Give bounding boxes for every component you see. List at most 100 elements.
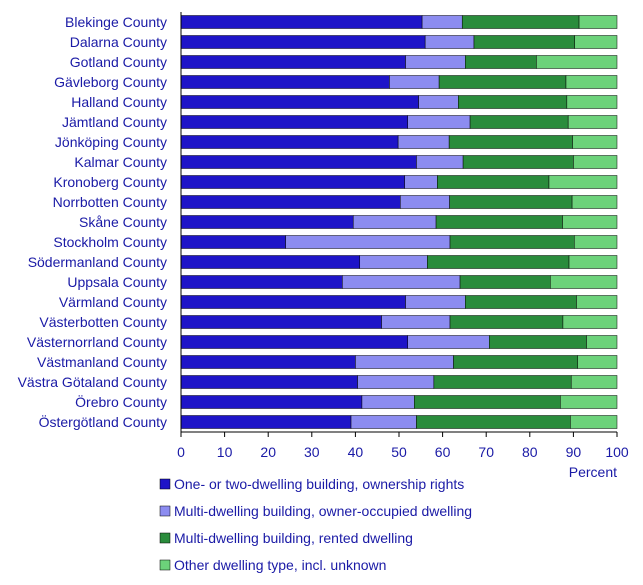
bar-segment-series-3 (449, 315, 564, 329)
bar-segment-series-1 (180, 375, 358, 389)
bar-segment-series-3 (461, 15, 580, 29)
category-label: Norrbotten County (53, 194, 167, 210)
bar-segment-series-3 (438, 75, 567, 89)
bar-segment-series-3 (473, 35, 575, 49)
bar-segment-series-2 (357, 375, 435, 389)
bar-segment-series-3 (448, 135, 573, 149)
category-label: Stockholm County (53, 234, 167, 250)
bar-segment-series-3 (465, 55, 537, 69)
bar-segment-series-1 (180, 315, 382, 329)
bar-segment-series-3 (427, 255, 570, 269)
category-label: Uppsala County (67, 274, 167, 290)
bar-segment-series-1 (180, 35, 426, 49)
x-tick-label: 100 (605, 444, 629, 460)
category-label: Jämtland County (62, 114, 167, 130)
x-tick-label: 80 (522, 444, 538, 460)
bar-segment-series-4 (567, 115, 618, 129)
bar-segment-series-2 (381, 315, 451, 329)
bar-segment-series-1 (180, 215, 354, 229)
bar-segment-series-3 (449, 195, 573, 209)
bar-segment-series-4 (550, 275, 618, 289)
x-tick-label: 60 (435, 444, 451, 460)
legend-label: Multi-dwelling building, owner-occupied … (174, 503, 472, 519)
bar-segment-series-2 (421, 15, 463, 29)
category-label: Kronoberg County (53, 174, 167, 190)
bar-segment-series-2 (352, 215, 437, 229)
bar-segment-series-1 (180, 75, 390, 89)
category-label: Västerbotten County (39, 314, 167, 330)
legend-label: Other dwelling type, incl. unknown (174, 557, 386, 573)
bar-segment-series-4 (574, 235, 618, 249)
bar-segment-series-3 (433, 375, 572, 389)
bar-segment-series-3 (489, 335, 587, 349)
bar-segment-series-2 (400, 195, 450, 209)
bar-segment-series-3 (453, 355, 579, 369)
legend-label: Multi-dwelling building, rented dwelling (174, 530, 413, 546)
x-tick-label: 70 (478, 444, 494, 460)
bar-segment-series-3 (465, 295, 577, 309)
bar-segment-series-3 (416, 415, 571, 429)
legend-swatch (159, 532, 171, 544)
category-label: Södermanland County (28, 254, 167, 270)
x-tick-label: 90 (566, 444, 582, 460)
bar-segment-series-4 (576, 295, 618, 309)
category-labels: Blekinge County Dalarna County Gotland Cou… (18, 14, 167, 430)
bar-segment-series-2 (424, 35, 475, 49)
category-label: Skåne County (79, 214, 167, 230)
bar-segment-series-2 (418, 95, 459, 109)
bar-segment-series-3 (449, 235, 575, 249)
x-tick-label: 10 (217, 444, 233, 460)
bar-segment-series-3 (462, 155, 574, 169)
legend-swatch (159, 505, 171, 517)
bar-segment-series-3 (458, 95, 568, 109)
bar-segment-series-2 (342, 275, 461, 289)
bar-segment-series-4 (562, 315, 618, 329)
bar-segment-series-2 (407, 115, 471, 129)
bars-group (180, 15, 618, 429)
bar-segment-series-1 (180, 355, 356, 369)
category-label: Blekinge County (65, 14, 167, 30)
bar-segment-series-4 (560, 395, 618, 409)
bar-segment-series-1 (180, 155, 417, 169)
bar-segment-series-4 (571, 195, 618, 209)
bar-segment-series-1 (180, 235, 286, 249)
category-label: Kalmar County (74, 154, 167, 170)
category-label: Halland County (71, 94, 167, 110)
bar-segment-series-4 (572, 135, 618, 149)
bar-segment-series-4 (573, 155, 618, 169)
bar-segment-series-3 (414, 395, 561, 409)
category-label: Östergötland County (39, 413, 167, 430)
bar-segment-series-2 (405, 55, 466, 69)
bar-segment-series-2 (407, 335, 490, 349)
bar-segment-series-1 (180, 15, 423, 29)
bar-segment-series-3 (435, 215, 563, 229)
bar-segment-series-1 (180, 295, 406, 309)
bar-segment-series-2 (397, 135, 450, 149)
bar-segment-series-1 (180, 255, 361, 269)
bar-segment-series-2 (416, 155, 464, 169)
category-label: Västra Götaland County (18, 374, 167, 390)
category-label: Värmland County (59, 294, 167, 310)
bar-segment-series-3 (469, 115, 569, 129)
bar-segment-series-4 (568, 255, 618, 269)
bar-segment-series-2 (404, 175, 438, 189)
category-label: Örebro County (75, 393, 167, 410)
bar-segment-series-1 (180, 335, 408, 349)
bar-segment-series-1 (180, 195, 401, 209)
bar-segment-series-3 (437, 175, 550, 189)
x-axis-unit-label: Percent (569, 464, 617, 480)
bar-segment-series-2 (361, 395, 415, 409)
bar-segment-series-4 (578, 15, 618, 29)
x-tick-label: 50 (391, 444, 407, 460)
category-label: Gotland County (70, 54, 167, 70)
legend-swatch (159, 559, 171, 571)
bar-segment-series-2 (285, 235, 451, 249)
bar-segment-series-4 (562, 215, 618, 229)
legend: One- or two-dwelling building, ownership… (159, 476, 472, 573)
bar-segment-series-4 (548, 175, 618, 189)
bar-segment-series-1 (180, 95, 419, 109)
x-tick-label: 20 (260, 444, 276, 460)
x-tick-label: 30 (304, 444, 320, 460)
bar-segment-series-4 (586, 335, 618, 349)
